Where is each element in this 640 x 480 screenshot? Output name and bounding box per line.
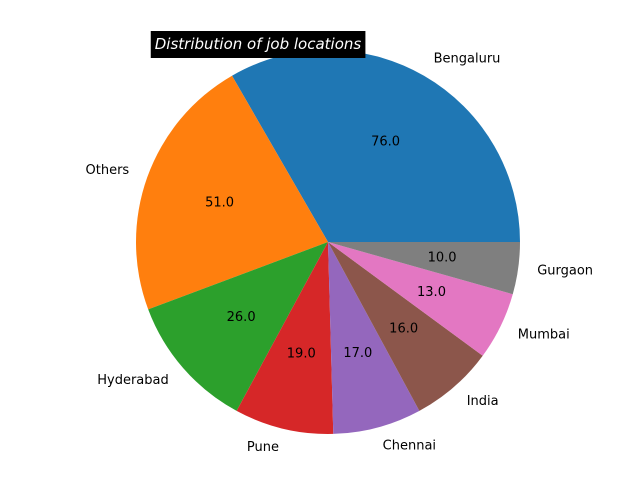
chart-title-background — [150, 31, 366, 58]
slice-label-pune: Pune — [247, 440, 279, 455]
slice-value-gurgaon: 10.0 — [428, 250, 457, 265]
slice-label-bengaluru: Bengaluru — [434, 52, 501, 67]
slice-label-india: India — [467, 394, 499, 409]
slice-label-mumbai: Mumbai — [518, 327, 570, 342]
pie-slice-india — [328, 242, 483, 411]
pie-slices — [135, 49, 520, 434]
slice-value-india: 16.0 — [389, 321, 418, 336]
slice-value-hyderabad: 26.0 — [227, 310, 256, 325]
slice-label-gurgaon: Gurgaon — [537, 264, 593, 279]
pie-slice-hyderabad — [148, 242, 328, 411]
slice-label-chennai: Chennai — [383, 439, 436, 454]
slice-value-others: 51.0 — [205, 196, 234, 211]
pie-slice-pune — [236, 242, 334, 434]
slice-value-pune: 19.0 — [287, 347, 316, 362]
slice-value-mumbai: 13.0 — [417, 285, 446, 300]
chart-title: Distribution of job locations — [155, 35, 362, 53]
slice-label-hyderabad: Hyderabad — [97, 373, 169, 388]
pie-slice-gurgaon — [328, 242, 520, 295]
pie-slice-bengaluru — [232, 49, 520, 242]
pie-labels: Bengaluru 76.0 Others 51.0 Hyderabad 26.0 Pune… — [86, 52, 594, 455]
pie-slice-mumbai — [328, 242, 513, 356]
slice-value-chennai: 17.0 — [343, 346, 372, 361]
slice-value-bengaluru: 76.0 — [371, 135, 400, 150]
pie-slice-others — [135, 75, 328, 310]
pie-slice-chennai — [328, 242, 420, 434]
slice-label-others: Others — [86, 163, 130, 178]
chart-title-group: Distribution of job locations — [150, 31, 366, 58]
